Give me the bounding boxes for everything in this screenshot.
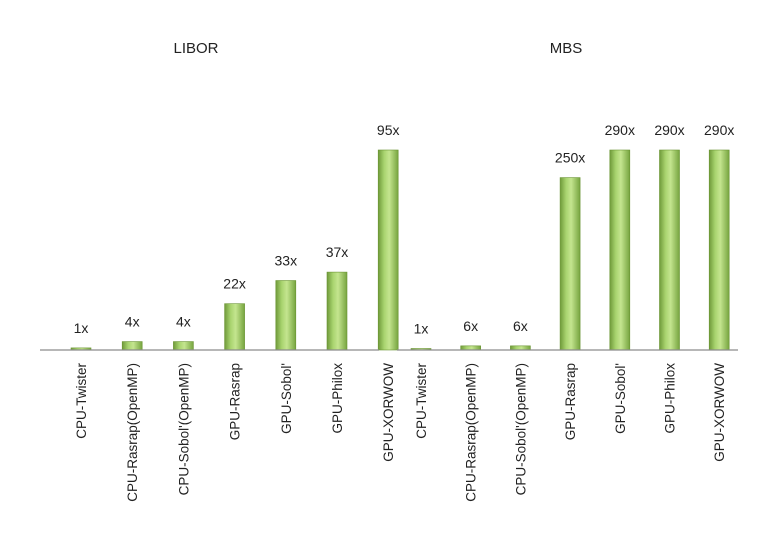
bar <box>377 149 399 351</box>
data-label: 290x <box>654 122 684 138</box>
x-tick-label: GPU-Sobol' <box>613 363 628 434</box>
x-tick-label: GPU-Rasrap <box>228 363 243 440</box>
data-label: 4x <box>176 314 191 330</box>
data-label: 1x <box>74 320 89 336</box>
data-label: 4x <box>125 314 140 330</box>
x-tick-label: GPU-Rasrap <box>563 363 578 440</box>
data-label: 250x <box>555 150 585 166</box>
x-tick-label: GPU-Sobol' <box>279 363 294 434</box>
x-tick-label: GPU-Philox <box>330 363 345 434</box>
data-label: 37x <box>326 244 349 260</box>
x-tick-label: CPU-Twister <box>74 363 89 439</box>
bar <box>224 303 245 351</box>
data-label: 6x <box>463 318 478 334</box>
chart-panel-libor: LIBOR 1x CPU-Twister 4x CPU-Rasrap(OpenMP) 4x… <box>40 40 399 502</box>
data-label: 95x <box>377 122 400 138</box>
bar <box>609 149 631 351</box>
bar <box>559 177 581 351</box>
bar <box>708 149 730 351</box>
bar <box>460 345 482 351</box>
bar <box>173 341 194 351</box>
x-tick-label: GPU-XORWOW <box>712 363 727 462</box>
data-label: 6x <box>513 318 528 334</box>
data-label: 1x <box>414 321 429 337</box>
x-tick-label: GPU-XORWOW <box>381 363 396 462</box>
x-tick-label: CPU-Sobol'(OpenMP) <box>176 363 191 495</box>
chart-title: LIBOR <box>173 40 218 57</box>
chart-title: MBS <box>550 40 583 57</box>
data-label: 22x <box>223 276 246 292</box>
bar <box>510 345 531 351</box>
data-label: 33x <box>275 253 298 269</box>
x-tick-label: GPU-Philox <box>663 363 678 434</box>
data-label: 290x <box>605 122 635 138</box>
x-tick-label: CPU-Sobol'(OpenMP) <box>513 363 528 495</box>
x-tick-label: CPU-Twister <box>414 363 429 439</box>
data-label: 290x <box>704 122 734 138</box>
x-tick-label: CPU-Rasrap(OpenMP) <box>464 363 479 502</box>
bar <box>121 341 143 351</box>
bar <box>659 149 680 351</box>
x-tick-label: CPU-Rasrap(OpenMP) <box>125 363 140 502</box>
bar <box>275 280 297 351</box>
bar <box>326 271 348 351</box>
chart-panel-mbs: MBS 1x CPU-Twister 6x CPU-Rasrap(OpenMP) 6x CP… <box>397 40 738 502</box>
